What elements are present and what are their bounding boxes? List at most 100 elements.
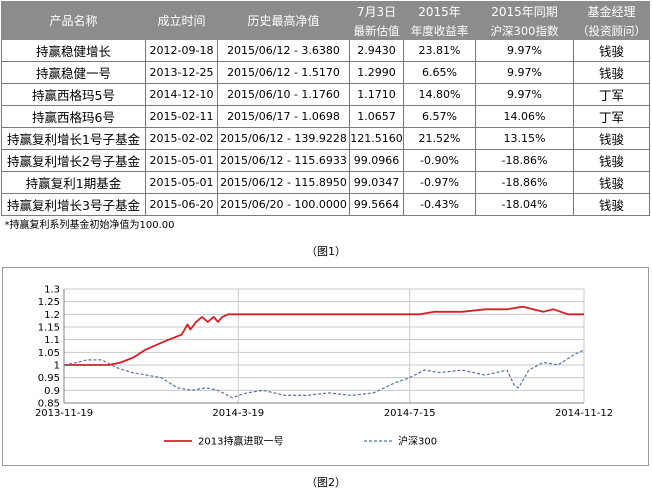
table-row: 持赢稳健一号 2013-12-25 2015/06/12 - 1.5170 1.299… — [1, 61, 650, 84]
cell-date: 2012-09-18 — [145, 39, 218, 62]
header-mgr-bottom: （投资顾问） — [573, 21, 650, 40]
cell-hs300: -18.04% — [475, 193, 574, 216]
cell-name: 持赢西格玛6号 — [1, 105, 146, 128]
cell-ret: 14.80% — [403, 83, 476, 106]
cell-peak: 2015/06/12 - 3.6380 — [217, 39, 350, 62]
cell-mgr: 钱骏 — [573, 193, 650, 216]
header-mgr-top: 基金经理 — [573, 1, 650, 22]
cell-name: 持赢复利1期基金 — [1, 171, 146, 194]
cell-name: 持赢稳健增长 — [1, 39, 146, 62]
header-nav-bottom: 最新估值 — [349, 21, 404, 40]
y-axis-ticks: 1.31.25 1.2 1.151.1 1.05 10.95 0.9 0.85 — [38, 285, 60, 410]
cell-ret: 6.57% — [403, 105, 476, 128]
y-tick-label: 1 — [54, 361, 60, 372]
cell-mgr: 丁军 — [573, 83, 650, 106]
header-nav-top: 7月3日 — [349, 1, 404, 22]
cell-hs300: 9.97% — [475, 61, 574, 84]
y-tick-label: 1.3 — [44, 285, 60, 296]
cell-ret: -0.90% — [403, 149, 476, 172]
cell-ret: 6.65% — [403, 61, 476, 84]
cell-peak: 2015/06/17 - 1.0698 — [217, 105, 350, 128]
series-line-2 — [63, 349, 585, 399]
y-tick-label: 0.85 — [38, 399, 60, 410]
cell-nav: 2.9430 — [349, 39, 404, 62]
cell-nav: 99.0966 — [349, 149, 404, 172]
cell-date: 2015-02-02 — [145, 127, 218, 150]
cell-name: 持赢西格玛5号 — [1, 83, 146, 106]
header-date: 成立时间 — [145, 1, 218, 40]
header-hs300-bottom: 沪深300指数 — [475, 21, 574, 40]
cell-mgr: 钱骏 — [573, 171, 650, 194]
cell-ret: -0.43% — [403, 193, 476, 216]
table-header-row-2: 最新估值 年度收益率 沪深300指数 （投资顾问） — [2, 21, 650, 40]
x-axis-ticks: 2013-11-19 2014-3-19 2014-7-15 2014-11-12 — [35, 408, 613, 419]
cell-mgr: 钱骏 — [573, 149, 650, 172]
table-row: 持赢复利增长3号子基金 2015-06-20 2015/06/20 - 100.00… — [1, 193, 650, 216]
header-peak: 历史最高净值 — [217, 1, 350, 40]
cell-peak: 2015/06/12 - 1.5170 — [217, 61, 350, 84]
x-tick-label: 2014-7-15 — [384, 408, 436, 419]
cell-nav: 1.2990 — [349, 61, 404, 84]
x-tick-label: 2014-3-19 — [212, 408, 264, 419]
cell-peak: 2015/06/12 - 139.9228 — [217, 127, 350, 150]
cell-ret: -0.97% — [403, 171, 476, 194]
figure-caption-2: （图2） — [306, 476, 346, 489]
y-tick-label: 0.95 — [38, 373, 60, 384]
cell-hs300: 9.97% — [475, 83, 574, 106]
cell-peak: 2015/06/20 - 100.0000 — [217, 193, 350, 216]
cell-date: 2013-12-25 — [145, 61, 218, 84]
cell-peak: 2015/06/10 - 1.1760 — [217, 83, 350, 106]
nav-line-chart: 1.31.25 1.2 1.151.1 1.05 10.95 0.9 0.85 2013-1… — [2, 267, 649, 466]
x-tick-label: 2013-11-19 — [35, 408, 93, 419]
cell-ret: 21.52% — [403, 127, 476, 150]
cell-mgr: 丁军 — [573, 105, 650, 128]
chart-frame — [2, 267, 649, 466]
series-line-1 — [64, 305, 584, 366]
cell-peak: 2015/06/12 - 115.6933 — [217, 149, 350, 172]
y-tick-label: 1.05 — [38, 348, 60, 359]
table-row: 持赢复利1期基金 2015-05-01 2015/06/12 - 115.8950 9… — [1, 171, 650, 194]
legend-label-2: 沪深300 — [398, 435, 437, 448]
table-row: 持赢稳健增长 2012-09-18 2015/06/12 - 3.6380 2.943… — [1, 39, 650, 62]
cell-date: 2015-02-11 — [145, 105, 218, 128]
cell-name: 持赢复利增长2号子基金 — [1, 149, 146, 172]
y-tick-label: 1.15 — [38, 323, 60, 334]
cell-nav: 1.0657 — [349, 105, 404, 128]
figure-caption-1: （图1） — [306, 245, 346, 258]
table-row: 持赢西格玛6号 2015-02-11 2015/06/17 - 1.0698 1.06… — [1, 105, 650, 128]
cell-hs300: 9.97% — [475, 39, 574, 62]
cell-ret: 23.81% — [403, 39, 476, 62]
cell-hs300: 13.15% — [475, 127, 574, 150]
chart-legend: 2013持赢进取一号 沪深300 — [164, 435, 437, 448]
cell-nav: 99.0347 — [349, 171, 404, 194]
cell-mgr: 钱骏 — [573, 127, 650, 150]
cell-hs300: -18.86% — [475, 149, 574, 172]
cell-nav: 1.1710 — [349, 83, 404, 106]
cell-name: 持赢稳健一号 — [1, 61, 146, 84]
cell-date: 2014-12-10 — [145, 83, 218, 106]
cell-nav: 121.5160 — [349, 127, 404, 150]
header-ret-top: 2015年 — [403, 1, 476, 22]
cell-hs300: -18.86% — [475, 171, 574, 194]
y-tick-label: 1.1 — [44, 335, 60, 346]
table-row: 持赢复利增长1号子基金 2015-02-02 2015/06/12 - 139.92… — [1, 127, 650, 150]
cell-name: 持赢复利增长3号子基金 — [1, 193, 146, 216]
table-header-row: 产品名称 成立时间 历史最高净值 7月3日 2015年 2015年同期 基金经理 — [1, 1, 650, 40]
table-row: 持赢复利增长2号子基金 2015-05-01 2015/06/12 - 115.69… — [1, 149, 650, 172]
y-tick-label: 1.25 — [38, 297, 60, 308]
cell-hs300: 14.06% — [475, 105, 574, 128]
legend-label-1: 2013持赢进取一号 — [198, 435, 283, 448]
cell-date: 2015-05-01 — [145, 171, 218, 194]
cell-mgr: 钱骏 — [573, 61, 650, 84]
header-name: 产品名称 — [1, 1, 146, 40]
cell-peak: 2015/06/12 - 115.8950 — [217, 171, 350, 194]
cell-name: 持赢复利增长1号子基金 — [1, 127, 146, 150]
header-hs300-top: 2015年同期 — [475, 1, 574, 22]
cell-date: 2015-05-01 — [145, 149, 218, 172]
x-tick-label: 2014-11-12 — [555, 408, 613, 419]
chart-series — [63, 305, 585, 399]
cell-mgr: 钱骏 — [573, 39, 650, 62]
table-footnote: *持赢复利系列基金初始净值为100.00 — [4, 220, 175, 231]
chart-grid — [63, 288, 585, 404]
table-row: 持赢西格玛5号 2014-12-10 2015/06/10 - 1.1760 1.17… — [1, 83, 650, 106]
